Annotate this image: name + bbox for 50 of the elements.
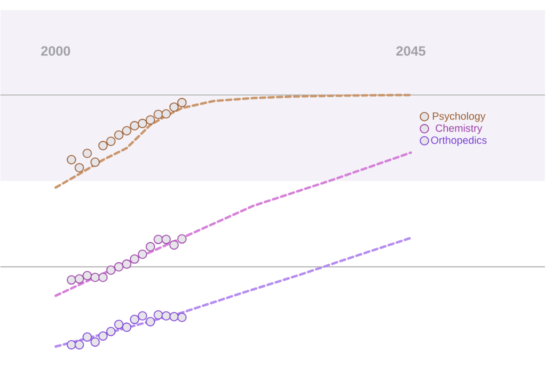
point [130, 254, 140, 264]
point [146, 317, 156, 326]
point [66, 340, 76, 350]
point [169, 102, 179, 112]
point [154, 110, 163, 120]
point [82, 271, 92, 280]
point [122, 322, 132, 332]
point [177, 98, 187, 108]
point [162, 311, 171, 321]
point [74, 274, 84, 284]
point [74, 163, 84, 172]
point [162, 234, 171, 244]
point [98, 141, 108, 150]
point [177, 312, 187, 322]
point [169, 312, 179, 322]
point [146, 115, 156, 125]
point [90, 338, 100, 347]
point [90, 272, 100, 282]
point [114, 262, 124, 272]
point [169, 240, 179, 250]
x-tick-label: 2045 [396, 46, 426, 56]
point [106, 136, 116, 146]
point [154, 310, 163, 320]
point [130, 121, 140, 130]
point [122, 260, 132, 269]
point [106, 266, 116, 275]
point [138, 311, 148, 321]
point [106, 326, 116, 336]
point [98, 272, 108, 282]
point [114, 130, 124, 140]
point [138, 250, 148, 260]
point [130, 314, 140, 324]
legend-label: Psychology [432, 112, 486, 122]
point [74, 340, 84, 350]
point [122, 126, 132, 136]
point [138, 118, 148, 128]
point [114, 320, 124, 330]
point [66, 275, 76, 285]
point [162, 109, 171, 119]
x-tick-label: 2000 [41, 46, 70, 56]
point [146, 242, 156, 252]
point [66, 155, 76, 164]
point [82, 332, 92, 342]
legend-label: Chemistry [436, 124, 482, 134]
point [154, 234, 163, 244]
point [98, 331, 108, 341]
point [177, 234, 187, 244]
point [90, 158, 100, 167]
point [82, 148, 92, 158]
legend-label: Orthopedics [431, 136, 487, 146]
